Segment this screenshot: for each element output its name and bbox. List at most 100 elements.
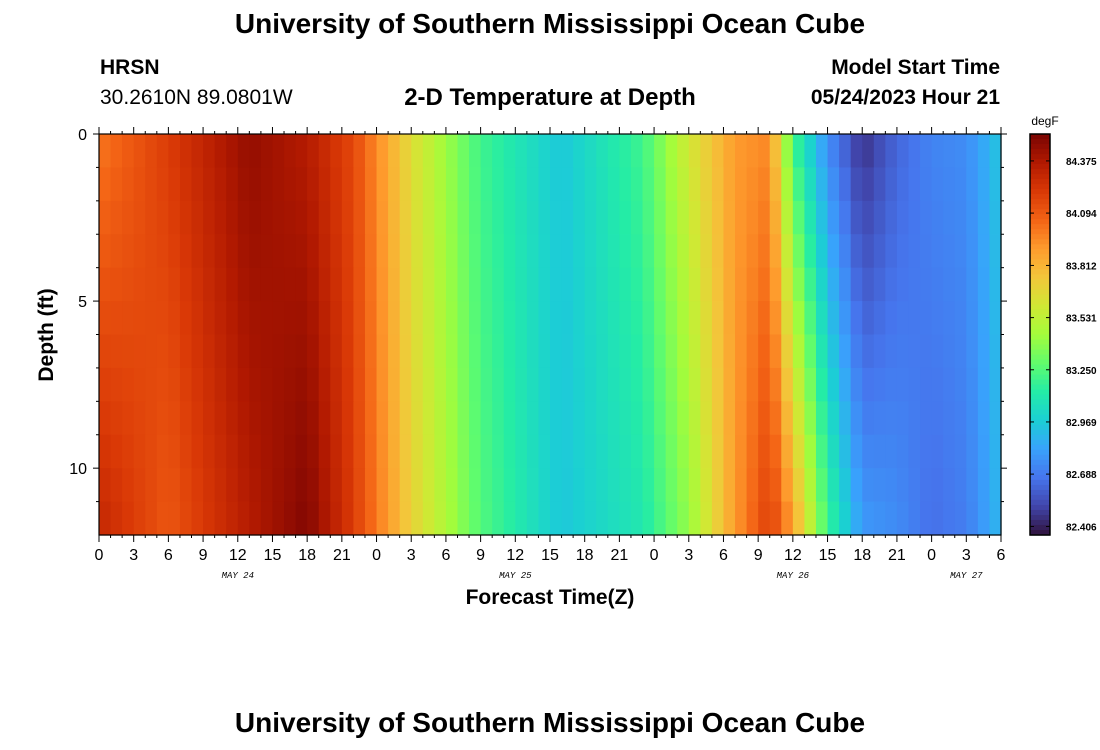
heatmap-cell bbox=[688, 267, 701, 302]
heatmap-cell bbox=[896, 501, 910, 536]
heatmap-cell bbox=[573, 301, 586, 336]
heatmap-cell bbox=[168, 267, 181, 302]
heatmap-cell bbox=[284, 367, 297, 402]
heatmap-cell bbox=[457, 334, 470, 369]
heatmap-cell bbox=[330, 434, 343, 469]
colorbar-tick-label: 84.375 bbox=[1066, 157, 1097, 168]
heatmap-cell bbox=[896, 401, 910, 436]
heatmap-cell bbox=[307, 401, 320, 436]
heatmap-cell bbox=[515, 301, 528, 336]
heatmap-cell bbox=[769, 434, 782, 469]
heatmap-cell bbox=[110, 434, 123, 469]
heatmap-cell bbox=[341, 167, 355, 202]
heatmap-cell bbox=[538, 134, 551, 169]
heatmap-cell bbox=[989, 501, 1002, 536]
x-tick-label: 15 bbox=[264, 547, 282, 564]
colorbar-segment bbox=[1030, 524, 1050, 531]
heatmap-cell bbox=[457, 267, 470, 302]
heatmap-cell bbox=[480, 434, 493, 469]
model-start-label: Model Start Time bbox=[831, 56, 1000, 79]
heatmap-cell bbox=[931, 434, 944, 469]
heatmap-cell bbox=[550, 468, 563, 503]
colorbar-segment bbox=[1030, 289, 1050, 295]
heatmap-cell bbox=[596, 401, 609, 436]
heatmap-cell bbox=[735, 200, 748, 235]
heatmap-cell bbox=[862, 367, 875, 402]
heatmap-cell bbox=[503, 367, 516, 402]
heatmap-cell bbox=[99, 401, 112, 436]
heatmap-cell bbox=[284, 334, 297, 369]
heatmap-cell bbox=[688, 434, 701, 469]
heatmap-cell bbox=[989, 468, 1002, 503]
heatmap-cell bbox=[434, 267, 447, 302]
heatmap-cell bbox=[388, 334, 401, 369]
heatmap-cell bbox=[700, 434, 713, 469]
heatmap-cell bbox=[792, 200, 806, 235]
heatmap-cell bbox=[457, 167, 470, 202]
heatmap-cell bbox=[295, 334, 308, 369]
heatmap-cell bbox=[284, 267, 297, 302]
heatmap-cell bbox=[445, 501, 459, 536]
heatmap-cell bbox=[399, 301, 412, 336]
heatmap-cell bbox=[573, 200, 586, 235]
heatmap-cell bbox=[203, 200, 216, 235]
heatmap-cell bbox=[388, 234, 401, 269]
heatmap-cell bbox=[411, 167, 424, 202]
heatmap-cell bbox=[677, 468, 690, 503]
heatmap-cell bbox=[526, 367, 540, 402]
heatmap-cell bbox=[191, 401, 204, 436]
heatmap-cell bbox=[908, 267, 921, 302]
heatmap-cell bbox=[422, 334, 435, 369]
colorbar-segment bbox=[1030, 379, 1050, 386]
x-tick-label: 21 bbox=[888, 547, 906, 564]
plot-axes: 0 5 10 0 3 6 9 12 15 18 21 0 3 6 9 12 15 18 21 0 3 6 9 12 15 18 21… bbox=[69, 127, 1007, 581]
colorbar-segment bbox=[1030, 244, 1050, 250]
heatmap-cell bbox=[642, 468, 655, 503]
heatmap-cell bbox=[272, 367, 285, 402]
heatmap-cell bbox=[214, 200, 227, 235]
heatmap-cell bbox=[850, 301, 863, 336]
heatmap-cell bbox=[989, 434, 1002, 469]
x-tick-label: 0 bbox=[927, 547, 936, 564]
heatmap-cell bbox=[908, 134, 921, 169]
heatmap-cell bbox=[746, 167, 759, 202]
heatmap-cell bbox=[896, 134, 910, 169]
heatmap-cell bbox=[526, 468, 540, 503]
heatmap-cell bbox=[792, 234, 806, 269]
heatmap-cell bbox=[538, 200, 551, 235]
heatmap-cell bbox=[110, 301, 123, 336]
heatmap-cell bbox=[850, 367, 863, 402]
heatmap-cell bbox=[839, 301, 852, 336]
heatmap-cell bbox=[318, 134, 331, 169]
heatmap-cell bbox=[630, 367, 644, 402]
heatmap-cell bbox=[133, 267, 146, 302]
heatmap-cell bbox=[341, 367, 355, 402]
heatmap-cell bbox=[422, 200, 435, 235]
colorbar-segment bbox=[1030, 419, 1050, 426]
heatmap-cell bbox=[654, 267, 667, 302]
colorbar-segment bbox=[1030, 449, 1050, 456]
heatmap-cell bbox=[792, 134, 806, 169]
heatmap-cell bbox=[584, 167, 597, 202]
heatmap-cell bbox=[607, 200, 620, 235]
heatmap-cell bbox=[249, 367, 262, 402]
heatmap-cell bbox=[954, 501, 967, 536]
heatmap-cell bbox=[214, 501, 227, 536]
heatmap-cell bbox=[943, 234, 956, 269]
heatmap-cell bbox=[445, 401, 459, 436]
heatmap-cell bbox=[827, 234, 840, 269]
heatmap-cell bbox=[723, 234, 736, 269]
colorbar-segment bbox=[1030, 259, 1050, 265]
heatmap-cell bbox=[769, 200, 782, 235]
colorbar-tick-label: 82.406 bbox=[1066, 522, 1097, 533]
heatmap-cell bbox=[445, 468, 459, 503]
heatmap-cell bbox=[885, 267, 898, 302]
heatmap-cell bbox=[145, 434, 158, 469]
heatmap-cell bbox=[607, 501, 620, 536]
heatmap-cell bbox=[804, 334, 817, 369]
colorbar-segment bbox=[1030, 469, 1050, 476]
heatmap-cell bbox=[341, 267, 355, 302]
heatmap-cell bbox=[191, 267, 204, 302]
heatmap-cell bbox=[758, 167, 771, 202]
heatmap-cell bbox=[133, 434, 146, 469]
